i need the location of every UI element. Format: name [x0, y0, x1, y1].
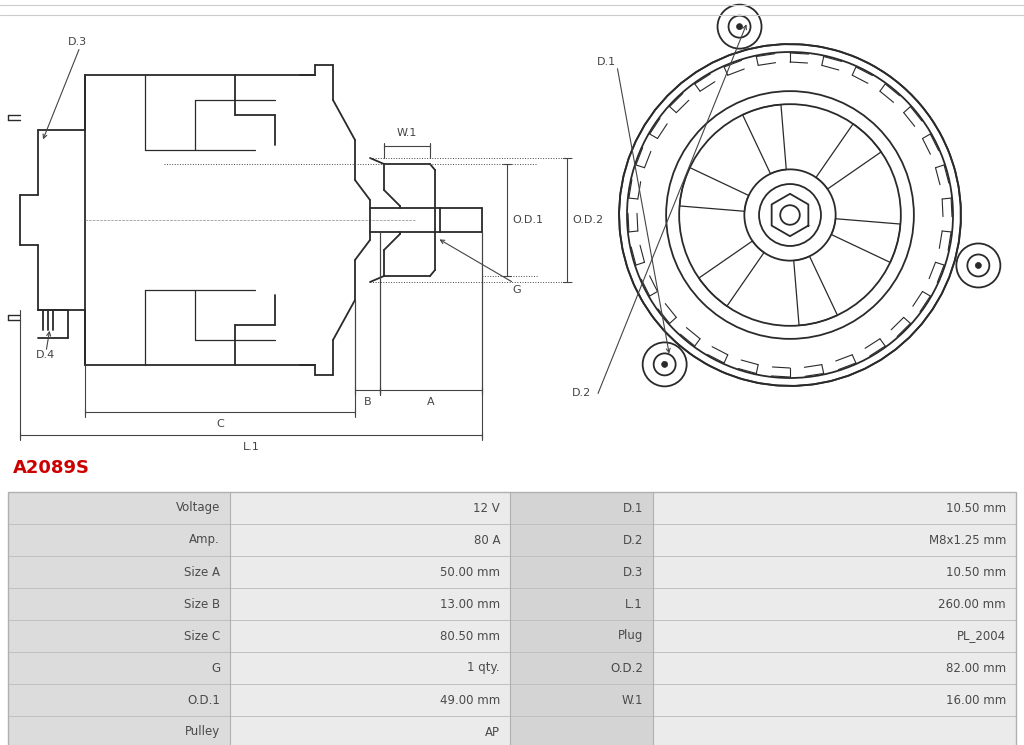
Text: O.D.2: O.D.2 — [572, 215, 603, 225]
Text: 10.50 mm: 10.50 mm — [946, 501, 1006, 515]
Bar — [510, 716, 653, 745]
Bar — [8, 684, 230, 716]
Bar — [8, 620, 230, 652]
Text: 50.00 mm: 50.00 mm — [440, 565, 500, 579]
Text: 1 qty.: 1 qty. — [467, 662, 500, 674]
Bar — [8, 492, 230, 524]
Text: M8x1.25 mm: M8x1.25 mm — [929, 533, 1006, 547]
Text: 10.50 mm: 10.50 mm — [946, 565, 1006, 579]
Text: PL_2004: PL_2004 — [956, 630, 1006, 642]
Text: 82.00 mm: 82.00 mm — [946, 662, 1006, 674]
Text: 12 V: 12 V — [473, 501, 500, 515]
Circle shape — [736, 24, 742, 30]
Text: L.1: L.1 — [243, 442, 259, 452]
Text: Size B: Size B — [184, 597, 220, 610]
Bar — [8, 492, 1016, 745]
Text: Amp.: Amp. — [189, 533, 220, 547]
Text: 16.00 mm: 16.00 mm — [946, 694, 1006, 706]
Bar — [8, 652, 230, 684]
Bar — [230, 652, 510, 684]
Text: W.1: W.1 — [622, 694, 643, 706]
Text: D.4: D.4 — [36, 350, 55, 360]
Text: D.1: D.1 — [597, 57, 616, 67]
Text: W.1: W.1 — [397, 128, 417, 138]
Bar — [230, 620, 510, 652]
Bar — [230, 716, 510, 745]
Bar — [8, 588, 230, 620]
Bar — [510, 556, 653, 588]
Text: O.D.1: O.D.1 — [187, 694, 220, 706]
Bar — [653, 620, 1016, 652]
Text: 13.00 mm: 13.00 mm — [440, 597, 500, 610]
Text: O.D.1: O.D.1 — [512, 215, 543, 225]
Bar — [510, 684, 653, 716]
Text: Pulley: Pulley — [184, 726, 220, 738]
Circle shape — [662, 361, 668, 367]
Text: 80 A: 80 A — [473, 533, 500, 547]
Bar — [510, 524, 653, 556]
Bar — [653, 652, 1016, 684]
Text: D.1: D.1 — [623, 501, 643, 515]
Bar — [8, 524, 230, 556]
Text: L.1: L.1 — [626, 597, 643, 610]
Bar — [653, 588, 1016, 620]
Text: B: B — [364, 397, 372, 407]
Text: D.2: D.2 — [623, 533, 643, 547]
Text: 49.00 mm: 49.00 mm — [439, 694, 500, 706]
Text: Plug: Plug — [617, 630, 643, 642]
Bar — [8, 556, 230, 588]
Text: G: G — [512, 285, 520, 295]
Bar — [653, 524, 1016, 556]
Text: AP: AP — [485, 726, 500, 738]
Circle shape — [975, 262, 981, 268]
Text: 80.50 mm: 80.50 mm — [440, 630, 500, 642]
Bar — [230, 556, 510, 588]
Bar — [230, 492, 510, 524]
Text: Voltage: Voltage — [176, 501, 220, 515]
Text: A: A — [427, 397, 435, 407]
Bar — [510, 588, 653, 620]
Bar — [510, 652, 653, 684]
Text: C: C — [216, 419, 224, 429]
Bar — [8, 716, 230, 745]
Bar — [653, 684, 1016, 716]
Bar — [230, 588, 510, 620]
Bar — [510, 620, 653, 652]
Text: A2089S: A2089S — [13, 459, 90, 477]
Bar — [510, 492, 653, 524]
Text: D.2: D.2 — [572, 388, 591, 398]
Text: Size A: Size A — [184, 565, 220, 579]
Bar — [653, 556, 1016, 588]
Text: D.3: D.3 — [68, 37, 87, 47]
Text: O.D.2: O.D.2 — [610, 662, 643, 674]
Bar — [653, 492, 1016, 524]
Text: Size C: Size C — [183, 630, 220, 642]
Text: 260.00 mm: 260.00 mm — [938, 597, 1006, 610]
Bar — [230, 684, 510, 716]
Bar — [230, 524, 510, 556]
Text: G: G — [211, 662, 220, 674]
Bar — [653, 716, 1016, 745]
Text: D.3: D.3 — [623, 565, 643, 579]
